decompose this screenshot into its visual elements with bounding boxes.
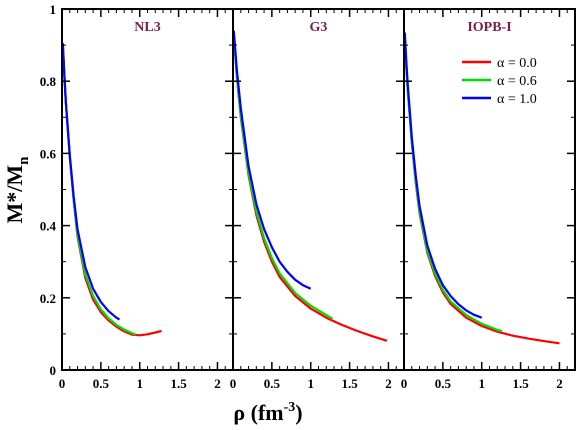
y-tick-label: 0.8 <box>40 74 57 89</box>
y-tick-label: 1 <box>50 2 57 17</box>
panel-title: G3 <box>310 20 328 35</box>
x-tick-label: 0 <box>401 376 408 391</box>
legend-label: α = 0.6 <box>497 74 537 89</box>
panel-3: 0 0.5 1 1.5 2 IOPB-I <box>401 8 576 391</box>
y-tick-label: 0 <box>50 363 57 378</box>
y-tick-label: 0.6 <box>40 146 57 161</box>
x-tick-label: 0.5 <box>435 376 452 391</box>
x-tick-label: 0 <box>59 376 66 391</box>
panel-frame <box>61 8 234 371</box>
x-tick-label: 0.5 <box>264 376 281 391</box>
x-tick-label: 0.5 <box>93 376 110 391</box>
x-tick-label: 2 <box>214 376 221 391</box>
series-line-panel2-3 <box>232 30 312 290</box>
panel-title: NL3 <box>134 20 160 35</box>
x-tick-label: 1.5 <box>512 376 529 391</box>
panel-2: 0 0.5 1 1.5 2 G3 <box>230 8 405 391</box>
x-tick-label: 1.5 <box>341 376 358 391</box>
legend-label: α = 0.0 <box>497 56 537 71</box>
series-line-panel2-2 <box>232 34 334 320</box>
series-line-panel3-3 <box>403 32 483 319</box>
series-line-panel1-3 <box>61 43 121 321</box>
series-line-panel1-1 <box>61 43 162 337</box>
x-tick-label: 0 <box>230 376 237 391</box>
x-axis-title: ρ (fm-3) <box>233 400 302 425</box>
x-tick-label: 2 <box>385 376 392 391</box>
y-tick-label: 0.4 <box>40 219 57 234</box>
x-tick-label: 1 <box>307 376 314 391</box>
panel-frame <box>232 8 405 371</box>
x-tick-label: 1.5 <box>170 376 187 391</box>
x-tick-label: 2 <box>556 376 563 391</box>
y-tick-label: 0.2 <box>40 291 56 306</box>
x-tick-label: 1 <box>136 376 143 391</box>
series-line-panel2-1 <box>232 34 388 342</box>
x-tick-label: 1 <box>478 376 485 391</box>
legend: α = 0.0 α = 0.6 α = 1.0 <box>462 56 537 107</box>
panel-title: IOPB-I <box>467 20 511 35</box>
y-axis-title: M*/Mn <box>2 156 32 224</box>
legend-label: α = 1.0 <box>497 92 537 107</box>
